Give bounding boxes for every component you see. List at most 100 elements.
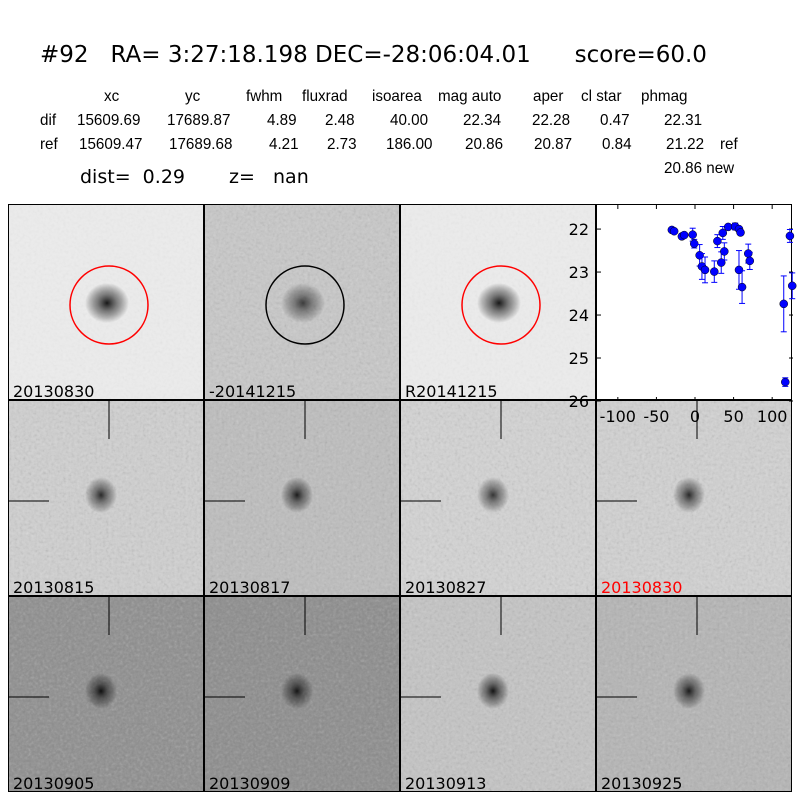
dist-text: dist= 0.29: [80, 166, 185, 188]
data-point: [718, 228, 728, 238]
cutout-panel: 20130815: [8, 400, 204, 596]
panel-date-label: 20130817: [209, 578, 291, 596]
row-label-ref: ref: [40, 136, 58, 153]
data-point: [736, 228, 745, 237]
y-tick-label: 26: [569, 392, 589, 411]
cutout-image: [401, 401, 595, 595]
y-tick-label: 24: [569, 306, 589, 325]
data-point: [787, 281, 797, 291]
cutout-panel: 20130905: [8, 596, 204, 792]
column-header: cl star: [581, 88, 622, 105]
table-cell: 15609.47: [79, 136, 143, 153]
panel-date-label: 20130827: [405, 578, 487, 596]
figure-title: #92 RA= 3:27:18.198 DEC=-28:06:04.01 sco…: [40, 42, 707, 68]
data-point: [779, 299, 788, 309]
row-label-dif: dif: [40, 112, 57, 129]
cutout-panel: 20130913: [400, 596, 596, 792]
column-header: mag auto: [438, 88, 502, 105]
column-header: fluxrad: [302, 88, 348, 105]
table-cell: 17689.68: [169, 136, 233, 153]
data-point: [716, 258, 726, 267]
table-cell: 17689.87: [167, 112, 231, 129]
data-point: [700, 265, 710, 275]
source-blob: [673, 673, 705, 709]
aperture-circle: [69, 265, 149, 345]
panel-date-label: -20141215: [209, 382, 297, 400]
x-tick-label: -100: [600, 407, 636, 426]
data-point: [734, 265, 744, 275]
cutout-image: [597, 597, 791, 791]
panel-date-label: 20130909: [209, 774, 291, 792]
source-blob: [673, 477, 705, 513]
cutout-image: [9, 205, 203, 399]
panel-date-label: 20130905: [13, 774, 95, 792]
column-header: phmag: [641, 88, 688, 105]
cutout-image: [205, 401, 399, 595]
table-cell: 22.28: [532, 112, 571, 129]
data-point: [689, 239, 699, 248]
table-cell: 4.89: [267, 112, 297, 129]
x-tick-label: -50: [643, 407, 669, 426]
cutout-panel: 20130925: [596, 596, 792, 792]
x-tick-label: 100: [757, 407, 788, 426]
column-header: isoarea: [372, 88, 422, 105]
panel-date-label: R20141215: [405, 382, 498, 400]
z-text: z= nan: [229, 166, 309, 188]
column-header: xc: [104, 88, 120, 105]
cutout-panel: 20130827: [400, 400, 596, 596]
data-point: [679, 230, 689, 240]
ref-tag: ref: [720, 136, 738, 153]
source-blob: [85, 283, 129, 323]
cutout-image: [205, 597, 399, 791]
data-point: [737, 282, 747, 292]
aperture-circle: [265, 265, 345, 345]
aperture-circle: [461, 265, 541, 345]
panel-date-label: 20130815: [13, 578, 95, 596]
cutout-image: [401, 205, 595, 399]
x-tick-label: 0: [690, 407, 700, 426]
data-point: [669, 226, 679, 236]
table-cell: 2.73: [327, 136, 357, 153]
data-point: [688, 230, 697, 239]
data-point: [781, 377, 790, 387]
table-cell: 21.22: [666, 136, 705, 153]
source-blob: [477, 283, 521, 323]
source-blob: [85, 673, 117, 709]
column-header: yc: [185, 88, 201, 105]
cutout-image: [205, 205, 399, 399]
source-blob: [281, 283, 325, 323]
table-cell: 15609.69: [77, 112, 141, 129]
x-tick-label: 50: [723, 407, 743, 426]
phmag-new: 20.86 new: [664, 160, 735, 177]
table-cell: 22.31: [664, 112, 703, 129]
source-blob: [477, 477, 509, 513]
y-tick-label: 25: [569, 349, 589, 368]
cutout-image: [401, 597, 595, 791]
data-point: [745, 256, 755, 266]
data-point: [785, 231, 795, 241]
table-cell: 0.84: [602, 136, 632, 153]
cutout-image: [597, 401, 791, 595]
data-point: [713, 236, 722, 246]
table-cell: 40.00: [390, 112, 429, 129]
column-header: aper: [533, 88, 564, 105]
panel-date-label: 20130913: [405, 774, 487, 792]
cutout-panel: 20130830: [8, 204, 204, 400]
table-cell: 4.21: [269, 136, 299, 153]
table-cell: 22.34: [463, 112, 502, 129]
table-cell: 20.87: [534, 136, 573, 153]
table-cell: 2.48: [325, 112, 355, 129]
y-tick-label: 23: [569, 263, 589, 282]
table-cell: 186.00: [386, 136, 433, 153]
table-cell: 20.86: [465, 136, 504, 153]
panel-date-label: 20130830: [601, 578, 683, 596]
panel-date-label: 20130830: [13, 382, 95, 400]
data-point: [720, 247, 729, 256]
cutout-panel: 20130830: [596, 400, 792, 596]
panel-date-label: 20130925: [601, 774, 683, 792]
cutout-panel: 20130909: [204, 596, 400, 792]
source-blob: [477, 673, 509, 709]
data-point: [743, 249, 753, 258]
y-tick-label: 22: [569, 220, 589, 239]
